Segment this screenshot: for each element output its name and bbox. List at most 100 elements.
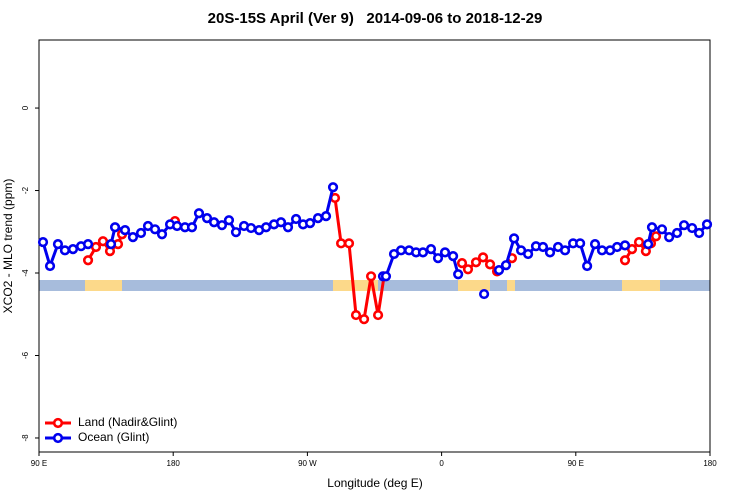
y-tick-label: -8 (21, 434, 30, 442)
point (484, 259, 496, 270)
point (186, 222, 198, 233)
point (678, 220, 690, 231)
point (417, 247, 429, 258)
point (327, 182, 339, 193)
point (619, 240, 631, 251)
point (335, 238, 347, 249)
point (671, 227, 683, 239)
point (37, 236, 49, 248)
point (171, 220, 183, 232)
point (694, 227, 705, 239)
land-strip (458, 280, 490, 291)
point (447, 251, 459, 262)
plot-frame (38, 39, 711, 453)
legend-marker (52, 417, 64, 429)
point (312, 213, 324, 224)
point (575, 238, 586, 249)
point (646, 222, 658, 233)
land-strip (622, 280, 660, 291)
point (290, 213, 302, 225)
point (456, 258, 468, 269)
point (44, 260, 56, 272)
series-line (86, 197, 658, 321)
land-strip (333, 280, 378, 291)
point (230, 227, 242, 238)
chart-title: 20S-15S April (Ver 9) 2014-09-06 to 2018… (208, 10, 543, 27)
point (149, 224, 161, 235)
point (650, 231, 662, 242)
x-tick-label: 0 (439, 459, 444, 468)
point (544, 247, 556, 258)
point (127, 232, 139, 243)
point (59, 245, 71, 256)
point (477, 252, 489, 263)
point (320, 211, 332, 222)
legend-label: Land (Nadir&Glint) (78, 415, 177, 429)
point (135, 227, 147, 239)
point (612, 241, 623, 253)
point (508, 233, 520, 244)
point (365, 271, 377, 282)
point (589, 239, 601, 250)
point (109, 222, 121, 233)
point (223, 215, 235, 226)
point (275, 217, 287, 228)
point (97, 236, 109, 247)
point (425, 243, 437, 255)
point (82, 239, 94, 250)
x-tick-label: 90 E (31, 459, 47, 468)
point (119, 225, 131, 236)
point (380, 271, 392, 282)
y-tick-label: 0 (21, 105, 30, 110)
point (537, 241, 549, 253)
point (701, 219, 713, 230)
point (156, 229, 168, 240)
point (208, 217, 220, 228)
y-axis-label: XCO2 - MLO trend (ppm) (1, 179, 15, 314)
land-strip (85, 280, 122, 291)
point (245, 222, 257, 234)
point (304, 218, 316, 229)
x-tick-label: 90 W (298, 459, 317, 468)
y-tick-label: -2 (21, 186, 30, 194)
surface-strip (39, 280, 710, 291)
point (619, 255, 631, 266)
point (90, 241, 102, 253)
x-tick-label: 90 E (568, 459, 584, 468)
x-tick-label: 180 (703, 459, 717, 468)
point (559, 245, 571, 256)
point (105, 239, 117, 250)
x-tick-label: 180 (167, 459, 181, 468)
point (582, 260, 593, 272)
point (478, 288, 490, 300)
point (82, 255, 94, 266)
point (493, 265, 505, 276)
x-axis-label: Longitude (deg E) (327, 476, 422, 490)
point (470, 257, 482, 268)
legend-marker (52, 432, 64, 444)
point (656, 224, 668, 235)
point (522, 248, 534, 260)
point (687, 222, 698, 234)
point (664, 232, 675, 243)
point (633, 236, 645, 248)
legend-label: Ocean (Glint) (78, 430, 149, 444)
point (67, 243, 79, 255)
point (343, 238, 355, 249)
point (216, 220, 228, 231)
point (350, 309, 362, 321)
point (432, 253, 444, 264)
point (453, 269, 464, 280)
point (596, 245, 608, 256)
point (395, 245, 407, 256)
point (201, 213, 213, 224)
point (282, 222, 294, 233)
point (260, 222, 272, 233)
land-strip (507, 280, 515, 291)
point (52, 239, 64, 250)
point (462, 264, 474, 275)
point (643, 239, 654, 250)
point (358, 314, 370, 325)
y-tick-label: -4 (21, 269, 30, 277)
